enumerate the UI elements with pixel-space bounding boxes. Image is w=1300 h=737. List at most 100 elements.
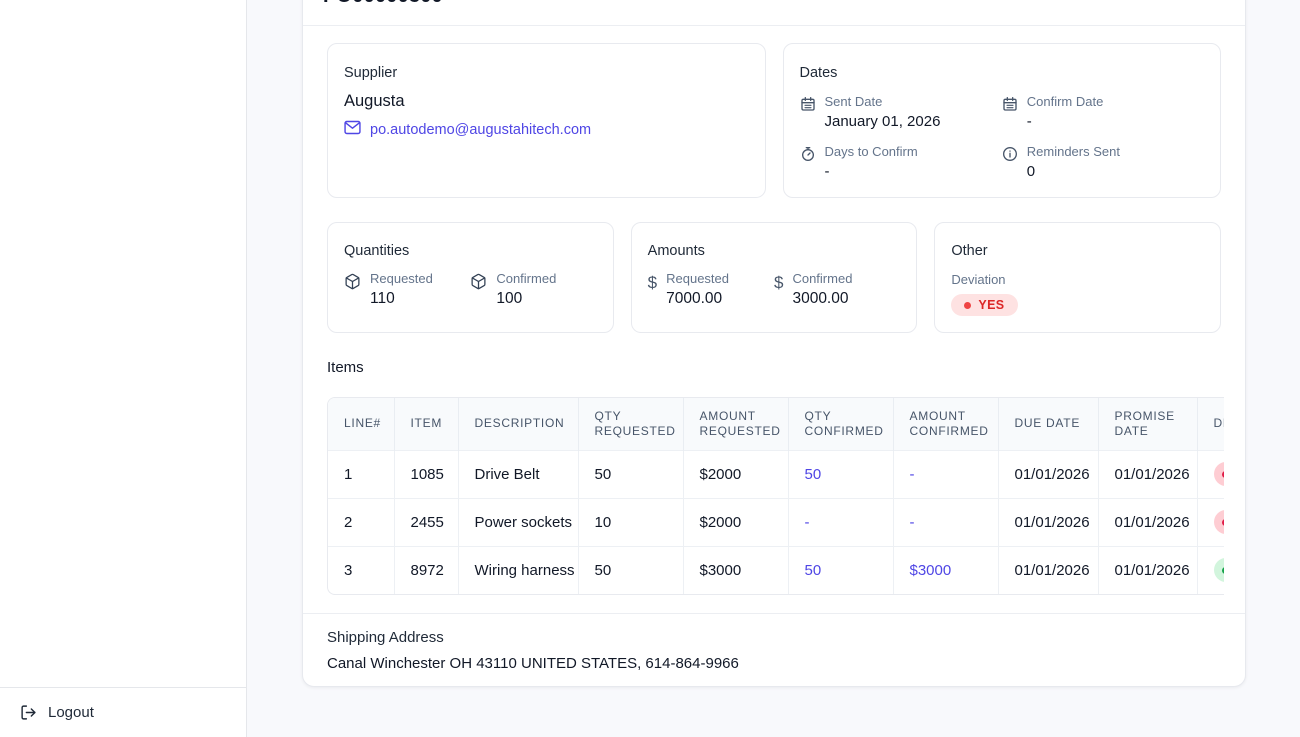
cell-amount-confirmed[interactable]: -: [893, 497, 999, 546]
field-value: -: [824, 163, 830, 180]
field-label: Requested: [666, 271, 730, 286]
cell-deviation: [1197, 545, 1224, 594]
cell-amount-confirmed[interactable]: -: [893, 449, 999, 498]
field-value: 7000.00: [666, 290, 723, 307]
logout-icon: [20, 704, 37, 721]
supplier-email-link[interactable]: po.autodemo@augustahitech.com: [344, 120, 749, 139]
cell-amount-confirmed[interactable]: $3000: [893, 545, 999, 594]
sidebar: Logout: [0, 0, 247, 737]
other-title: Other: [951, 243, 988, 259]
info-icon: [1002, 144, 1018, 181]
supplier-panel: Supplier Augusta po.autodemo@augustahite…: [327, 43, 766, 198]
items-table: LINE# ITEM DESCRIPTION QTY REQUESTED AMO…: [328, 398, 1224, 594]
purchase-order-card: PO00000800 Supplier Augusta po.a: [302, 0, 1246, 687]
field-label: Confirm Date: [1026, 94, 1104, 109]
supplier-name: Augusta: [344, 92, 405, 110]
cell-qty-requested: 50: [578, 545, 684, 594]
items-title: Items: [327, 359, 364, 376]
cell-description: Drive Belt: [458, 449, 579, 498]
field-value: -: [1026, 113, 1032, 130]
supplier-email: po.autodemo@augustahitech.com: [370, 121, 592, 138]
quantities-title: Quantities: [344, 243, 410, 259]
cell-line: 1: [328, 449, 395, 498]
field-value: 3000.00: [792, 290, 849, 307]
field-label: Reminders Sent: [1026, 144, 1120, 159]
qty-requested-field: Requested 110: [344, 271, 470, 308]
deviation-dot-icon: [1221, 470, 1224, 478]
cell-amount-requested: $2000: [683, 449, 789, 498]
deviation-pill: [1213, 462, 1224, 486]
cell-promise-date: 01/01/2026: [1098, 449, 1198, 498]
package-icon: [470, 271, 487, 308]
cell-deviation: [1197, 497, 1224, 546]
cell-promise-date: 01/01/2026: [1098, 497, 1198, 546]
dollar-icon: $: [773, 273, 784, 292]
cell-item: 2455: [394, 497, 459, 546]
dollar-icon: $: [647, 273, 658, 292]
amount-requested-field: $ Requested 7000.00: [648, 271, 774, 308]
field-label: Confirmed: [496, 271, 557, 286]
cell-line: 2: [328, 497, 395, 546]
cell-qty-confirmed[interactable]: -: [788, 497, 894, 546]
shipping-title: Shipping Address: [327, 629, 444, 646]
cell-amount-requested: $2000: [683, 497, 789, 546]
cell-qty-requested: 10: [578, 497, 684, 546]
deviation-value: YES: [978, 298, 1005, 312]
deviation-dot-icon: [1221, 566, 1224, 574]
cell-qty-requested: 50: [578, 449, 684, 498]
field-label: Days to Confirm: [824, 144, 918, 159]
amount-confirmed-field: $ Confirmed 3000.00: [774, 271, 900, 308]
col-item: ITEM: [394, 398, 459, 450]
cell-due-date: 01/01/2026: [998, 545, 1099, 594]
page-title: PO00000800: [323, 0, 1225, 9]
shipping-address: Canal Winchester OH 43110 UNITED STATES,…: [327, 655, 739, 672]
dates-panel: Dates Sent Date: [782, 43, 1221, 198]
days-to-confirm-field: Days to Confirm -: [800, 144, 1002, 181]
envelope-icon: [344, 120, 361, 139]
table-row: 3 8972 Wiring harness 50 $3000 50 $3000 …: [328, 545, 1224, 594]
cell-qty-confirmed[interactable]: 50: [788, 545, 894, 594]
main-area: PO00000800 Supplier Augusta po.a: [247, 0, 1300, 737]
qty-confirmed-field: Confirmed 100: [470, 271, 596, 308]
amounts-title: Amounts: [647, 243, 705, 259]
table-row: 2 2455 Power sockets 10 $2000 - - 01/01/…: [328, 497, 1224, 546]
table-row: 1 1085 Drive Belt 50 $2000 50 - 01/01/20…: [328, 449, 1224, 498]
col-promise-date: PROMISE DATE: [1098, 398, 1198, 450]
sent-date-field: Sent Date January 01, 2026: [800, 94, 1002, 131]
deviation-dot-icon: [1221, 518, 1224, 526]
sidebar-footer: Logout: [0, 687, 246, 737]
po-content: Supplier Augusta po.autodemo@augustahite…: [303, 26, 1245, 595]
col-line: LINE#: [328, 398, 395, 450]
cell-item: 8972: [394, 545, 459, 594]
cell-due-date: 01/01/2026: [998, 497, 1099, 546]
reminders-sent-field: Reminders Sent 0: [1002, 144, 1204, 181]
logout-button[interactable]: Logout: [20, 704, 94, 721]
col-amount-confirmed: AMOUNT CONFIRMED: [893, 398, 999, 450]
deviation-pill: [1213, 510, 1224, 534]
supplier-title: Supplier: [344, 65, 398, 81]
deviation-pill: [1213, 558, 1224, 583]
cell-item: 1085: [394, 449, 459, 498]
cell-deviation: [1197, 449, 1224, 498]
table-header-row: LINE# ITEM DESCRIPTION QTY REQUESTED AMO…: [328, 398, 1224, 450]
field-value: 110: [370, 290, 395, 307]
logout-label: Logout: [48, 704, 94, 721]
col-deviation: DEVIATION: [1197, 398, 1224, 450]
cell-description: Wiring harness: [458, 545, 579, 594]
field-label: Sent Date: [824, 94, 883, 109]
cell-qty-confirmed[interactable]: 50: [788, 449, 894, 498]
cell-description: Power sockets: [458, 497, 579, 546]
items-table-container[interactable]: LINE# ITEM DESCRIPTION QTY REQUESTED AMO…: [327, 397, 1224, 595]
calendar-icon: [1002, 94, 1018, 131]
cell-amount-requested: $3000: [683, 545, 789, 594]
cell-promise-date: 01/01/2026: [1098, 545, 1198, 594]
dates-title: Dates: [799, 65, 838, 81]
field-label: Confirmed: [792, 271, 853, 286]
shipping-section: Shipping Address Canal Winchester OH 431…: [303, 613, 1245, 686]
field-value: January 01, 2026: [824, 113, 941, 130]
deviation-badge: YES: [951, 294, 1018, 316]
col-qty-confirmed: QTY CONFIRMED: [788, 398, 894, 450]
col-description: DESCRIPTION: [458, 398, 579, 450]
calendar-icon: [800, 94, 816, 131]
col-qty-requested: QTY REQUESTED: [578, 398, 684, 450]
